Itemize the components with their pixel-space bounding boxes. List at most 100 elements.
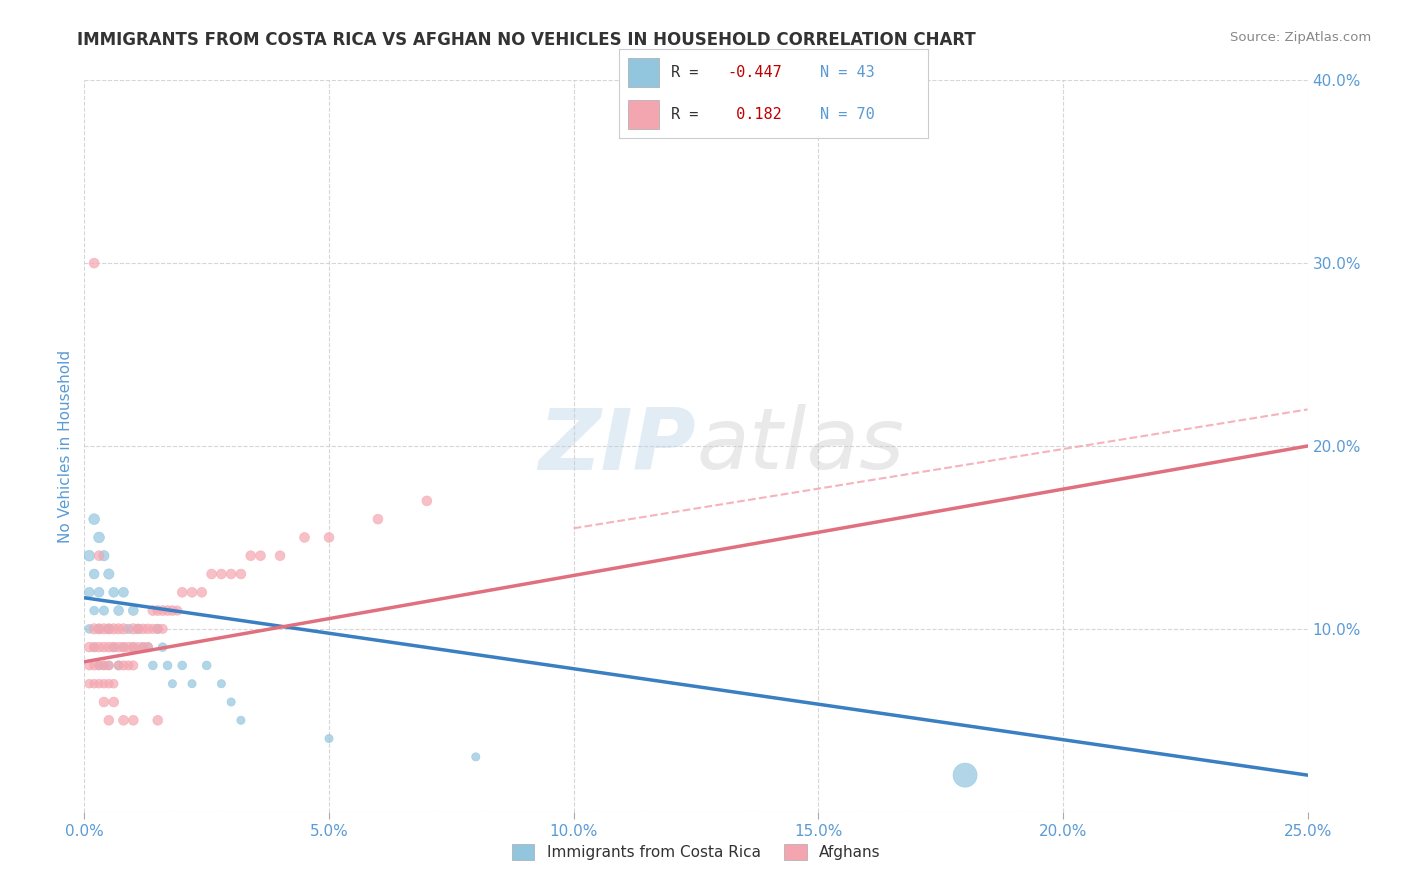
Point	[152, 640, 174, 655]
Point	[97, 567, 120, 582]
Point	[83, 512, 105, 526]
Point	[132, 622, 155, 636]
Point	[239, 549, 262, 563]
Y-axis label: No Vehicles in Household: No Vehicles in Household	[58, 350, 73, 542]
Point	[77, 676, 100, 690]
Point	[87, 585, 110, 599]
Point	[132, 640, 155, 655]
Point	[112, 585, 135, 599]
Point	[122, 640, 145, 655]
Point	[181, 585, 204, 599]
Point	[172, 658, 194, 673]
Point	[117, 640, 139, 655]
Point	[83, 256, 105, 270]
Point	[97, 640, 120, 655]
Point	[83, 676, 105, 690]
Point	[97, 714, 120, 728]
Point	[117, 622, 139, 636]
Text: ZIP: ZIP	[538, 404, 696, 488]
Text: Source: ZipAtlas.com: Source: ZipAtlas.com	[1230, 31, 1371, 45]
Text: N = 43: N = 43	[820, 65, 875, 80]
Point	[162, 676, 184, 690]
Point	[156, 658, 179, 673]
Point	[83, 603, 105, 617]
Point	[166, 603, 188, 617]
Point	[181, 676, 204, 690]
Point	[117, 658, 139, 673]
Point	[77, 549, 100, 563]
Point	[103, 640, 125, 655]
Point	[122, 714, 145, 728]
FancyBboxPatch shape	[628, 100, 659, 129]
Point	[112, 640, 135, 655]
Text: atlas: atlas	[696, 404, 904, 488]
Point	[97, 622, 120, 636]
Point	[83, 567, 105, 582]
Point	[200, 567, 222, 582]
Point	[195, 658, 218, 673]
Point	[136, 640, 159, 655]
Text: -0.447: -0.447	[727, 65, 782, 80]
Point	[107, 658, 129, 673]
Point	[97, 676, 120, 690]
Point	[87, 622, 110, 636]
Point	[77, 658, 100, 673]
Point	[152, 622, 174, 636]
Point	[122, 603, 145, 617]
Point	[162, 603, 184, 617]
Point	[229, 567, 252, 582]
Point	[83, 622, 105, 636]
Point	[142, 658, 165, 673]
Point	[156, 603, 179, 617]
Legend: Immigrants from Costa Rica, Afghans: Immigrants from Costa Rica, Afghans	[505, 838, 887, 866]
Text: R =: R =	[671, 65, 707, 80]
Point	[97, 658, 120, 673]
Point	[93, 695, 115, 709]
Point	[142, 622, 165, 636]
Point	[132, 640, 155, 655]
Point	[93, 622, 115, 636]
Point	[83, 640, 105, 655]
Point	[77, 585, 100, 599]
Point	[122, 622, 145, 636]
Point	[93, 676, 115, 690]
Point	[77, 622, 100, 636]
Point	[112, 714, 135, 728]
Point	[103, 676, 125, 690]
Text: R =: R =	[671, 107, 707, 122]
Point	[87, 676, 110, 690]
Text: 0.182: 0.182	[727, 107, 782, 122]
Point	[127, 640, 149, 655]
Point	[107, 622, 129, 636]
Point	[112, 622, 135, 636]
Point	[93, 549, 115, 563]
Point	[112, 658, 135, 673]
Point	[152, 603, 174, 617]
Point	[83, 658, 105, 673]
Point	[103, 640, 125, 655]
Point	[249, 549, 271, 563]
Point	[103, 695, 125, 709]
Point	[122, 658, 145, 673]
Point	[146, 603, 169, 617]
Point	[93, 603, 115, 617]
Point	[229, 714, 252, 728]
Point	[97, 622, 120, 636]
Point	[209, 567, 232, 582]
Point	[127, 622, 149, 636]
Point	[112, 640, 135, 655]
Point	[142, 603, 165, 617]
Point	[269, 549, 291, 563]
Point	[127, 622, 149, 636]
Point	[209, 676, 232, 690]
Point	[87, 549, 110, 563]
Point	[219, 567, 242, 582]
Text: IMMIGRANTS FROM COSTA RICA VS AFGHAN NO VEHICLES IN HOUSEHOLD CORRELATION CHART: IMMIGRANTS FROM COSTA RICA VS AFGHAN NO …	[77, 31, 976, 49]
Point	[136, 640, 159, 655]
Point	[191, 585, 214, 599]
Point	[107, 603, 129, 617]
Point	[318, 530, 340, 544]
Point	[103, 585, 125, 599]
Point	[953, 768, 976, 782]
Point	[172, 585, 194, 599]
